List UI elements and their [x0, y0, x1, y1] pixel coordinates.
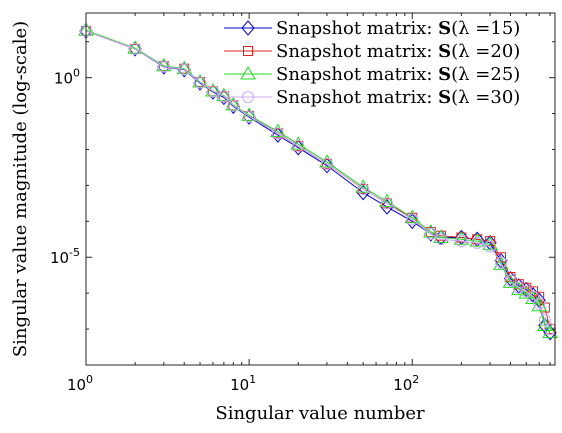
data-point-triangle — [493, 256, 509, 270]
data-point-triangle — [531, 297, 548, 312]
data-point-square — [381, 198, 392, 209]
data-point-triangle — [482, 236, 498, 251]
data-point-circle — [512, 281, 525, 294]
data-point-triangle — [379, 193, 395, 208]
data-point-circle — [217, 90, 230, 103]
data-point-triangle — [453, 231, 470, 245]
data-point-triangle — [469, 233, 486, 247]
data-point-circle — [533, 297, 546, 310]
data-point-circle — [455, 235, 468, 248]
data-point-triangle — [176, 60, 193, 75]
data-point-circle — [320, 157, 333, 170]
data-point-circle — [357, 183, 370, 195]
data-point-circle — [424, 227, 437, 240]
data-point-triangle — [542, 324, 558, 339]
data-point-square — [293, 140, 304, 151]
data-point-circle — [504, 274, 517, 287]
data-point-triangle — [510, 281, 527, 296]
data-point-triangle — [525, 290, 541, 305]
plot-frame — [85, 12, 556, 366]
data-point-circle — [538, 314, 551, 327]
data-point-triangle — [192, 73, 208, 88]
legend-item: Snapshot matrix: S(λ =20) — [224, 41, 520, 62]
legend-label: Snapshot matrix: S(λ =15) — [276, 18, 520, 39]
ticks-layer: 100 101 102 100 10-5 — [50, 13, 555, 394]
series-layer — [78, 22, 558, 341]
data-point-circle — [484, 240, 497, 253]
data-point-circle — [406, 213, 419, 226]
data-point-circle — [227, 99, 240, 112]
data-point-square — [272, 128, 283, 139]
data-point-circle — [178, 63, 191, 76]
data-point-square — [528, 286, 539, 297]
x-axis-label: Singular value number — [215, 403, 425, 424]
data-point-triangle — [502, 274, 519, 288]
series-4 — [80, 24, 557, 336]
data-point-square — [321, 158, 332, 169]
data-point-square — [358, 184, 369, 194]
legend-item: Snapshot matrix: S(λ =25) — [224, 64, 520, 85]
data-point-circle — [544, 323, 557, 336]
legend-item: Snapshot matrix: S(λ =15) — [224, 18, 520, 39]
legend-item: Snapshot matrix: S(λ =30) — [224, 87, 520, 108]
data-point-triangle — [269, 123, 286, 138]
data-point-circle — [471, 236, 484, 249]
data-point-triangle — [290, 136, 307, 150]
series-line — [85, 30, 551, 330]
data-point-circle — [129, 42, 142, 55]
data-point-circle — [206, 85, 219, 98]
data-point-circle — [527, 290, 540, 303]
data-point-circle — [157, 60, 170, 73]
data-point-triangle — [205, 82, 221, 97]
x-tick-label: 102 — [393, 373, 419, 394]
legend-label: Snapshot matrix: S(λ =30) — [276, 87, 520, 108]
data-point-circle — [292, 139, 305, 152]
data-point-circle — [380, 197, 393, 210]
data-point-circle — [194, 76, 207, 89]
legend-marker-square — [243, 46, 253, 56]
legend-marker-circle — [242, 91, 254, 103]
data-point-circle — [271, 127, 284, 140]
data-point-circle — [243, 110, 256, 123]
data-point-triangle — [225, 96, 242, 111]
legend-label: Snapshot matrix: S(λ =20) — [276, 41, 520, 62]
data-point-triangle — [319, 154, 335, 168]
y-axis-label: Singular value magnitude (log-scale) — [10, 21, 31, 357]
legend: Snapshot matrix: S(λ =15)Snapshot matrix… — [224, 18, 520, 108]
data-point-circle — [434, 233, 447, 246]
y-tick-label: 100 — [54, 67, 80, 88]
legend-marker-diamond — [241, 20, 255, 36]
x-tick-label: 100 — [67, 373, 93, 394]
y-tick-label: 10-5 — [50, 246, 80, 267]
data-point-triangle — [433, 229, 449, 243]
legend-marker-triangle — [240, 66, 256, 80]
x-tick-label: 101 — [230, 373, 256, 394]
legend-label: Snapshot matrix: S(λ =25) — [276, 64, 520, 85]
data-point-circle — [495, 256, 508, 269]
